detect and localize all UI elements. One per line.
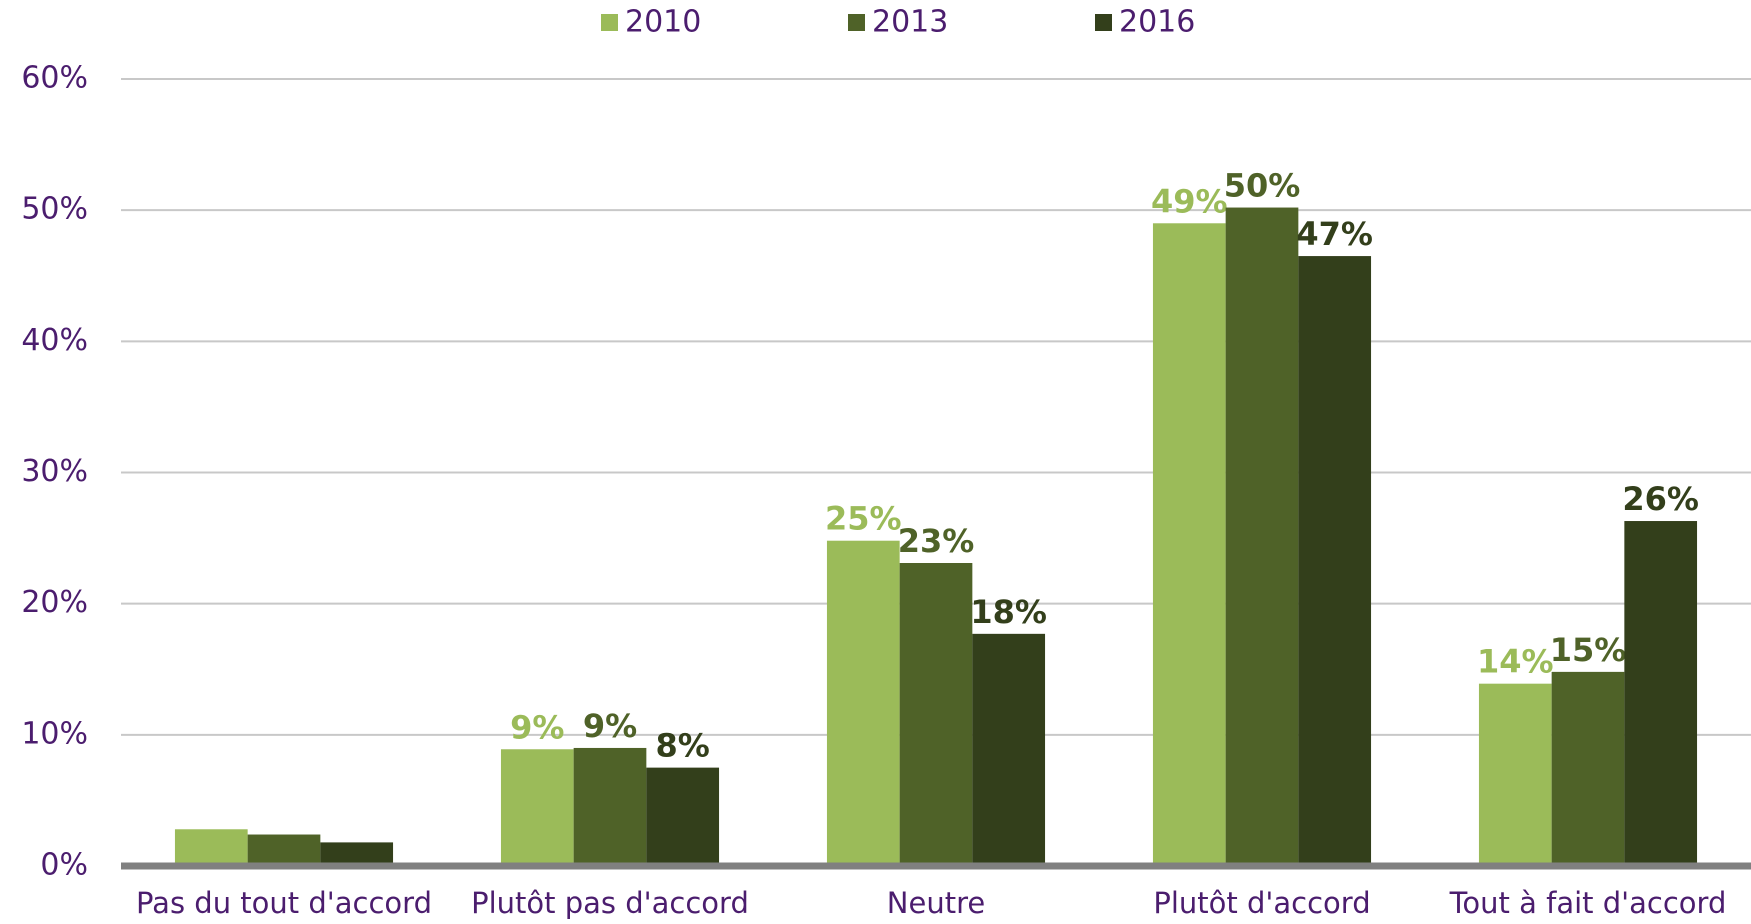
data-label: 18%	[970, 593, 1047, 631]
bar	[899, 563, 973, 866]
bar	[1225, 207, 1299, 866]
x-tick-label: Pas du tout d'accord	[136, 886, 432, 920]
data-label: 9%	[583, 707, 637, 745]
bar	[500, 749, 574, 866]
legend-label: 2010	[625, 5, 701, 40]
legend-swatch	[1095, 14, 1112, 31]
data-label: 15%	[1550, 631, 1627, 669]
x-tick-label: Plutôt pas d'accord	[471, 886, 749, 920]
y-tick-label: 0%	[40, 848, 88, 883]
data-label: 49%	[1151, 182, 1228, 220]
data-label: 23%	[898, 522, 975, 560]
legend-swatch	[848, 14, 865, 31]
data-label: 26%	[1622, 480, 1699, 518]
data-label: 50%	[1224, 167, 1301, 205]
y-tick-label: 30%	[21, 454, 88, 489]
bar	[1551, 671, 1625, 866]
bar	[826, 540, 900, 866]
bar	[247, 834, 321, 866]
bar	[1478, 683, 1552, 866]
legend-label: 2013	[872, 5, 948, 40]
y-tick-label: 40%	[21, 323, 88, 358]
data-label: 8%	[656, 727, 710, 765]
y-tick-label: 60%	[21, 61, 88, 96]
bar	[972, 633, 1046, 866]
data-label: 47%	[1296, 215, 1373, 253]
y-tick-label: 50%	[21, 192, 88, 227]
bar	[573, 747, 647, 866]
x-tick-label: Neutre	[887, 886, 985, 920]
data-label: 25%	[825, 500, 902, 538]
bar	[1298, 256, 1372, 866]
bar	[646, 767, 720, 866]
y-tick-label: 10%	[21, 716, 88, 751]
data-label: 9%	[510, 708, 564, 746]
bar	[174, 829, 248, 866]
y-tick-label: 20%	[21, 585, 88, 620]
bar	[1152, 223, 1226, 867]
x-tick-label: Tout à fait d'accord	[1449, 886, 1727, 920]
bar	[1624, 521, 1698, 866]
bar	[320, 842, 394, 866]
legend-swatch	[601, 14, 618, 31]
legend-label: 2016	[1119, 5, 1195, 40]
data-label: 14%	[1477, 643, 1554, 681]
x-tick-label: Plutôt d'accord	[1153, 886, 1370, 920]
